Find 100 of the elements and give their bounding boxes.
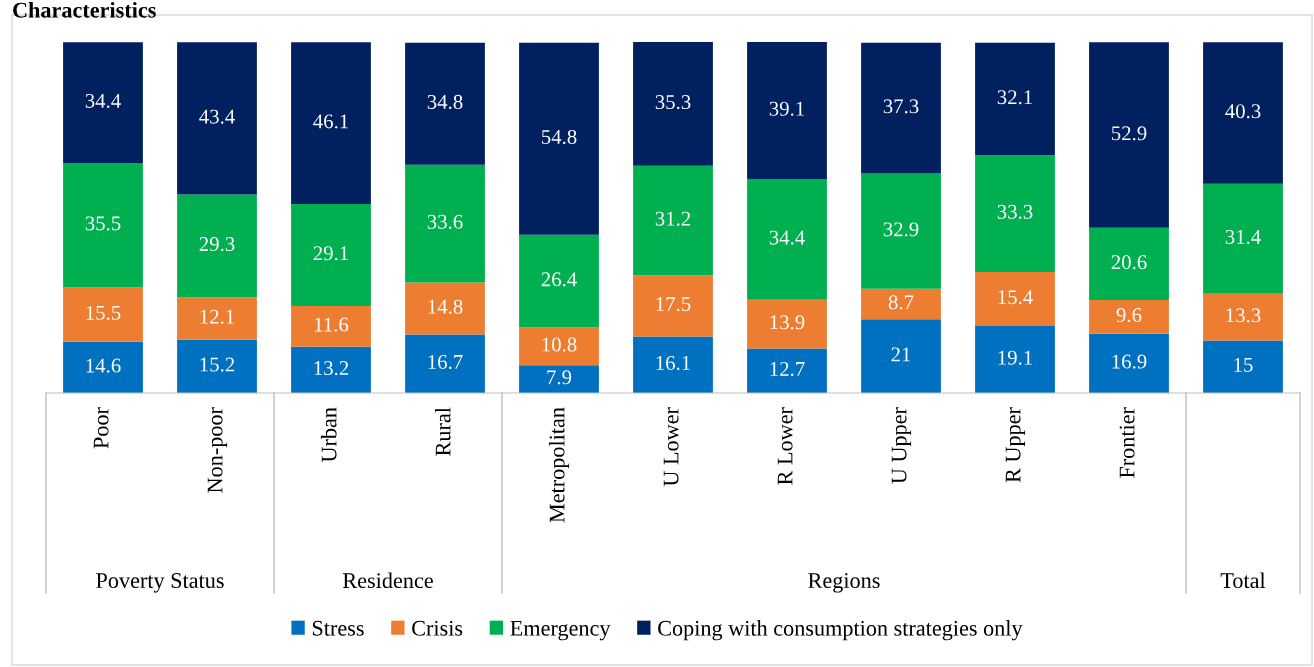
x-tick-label: Poor bbox=[93, 407, 109, 449]
legend-label: Coping with consumption strategies only bbox=[658, 620, 1023, 641]
bar bbox=[747, 348, 827, 393]
bar bbox=[1203, 340, 1283, 393]
data-label: 21 bbox=[891, 347, 911, 362]
chart-title: Characteristics bbox=[13, 2, 156, 18]
bar bbox=[1203, 183, 1283, 294]
bar bbox=[63, 341, 143, 393]
bar bbox=[177, 297, 257, 340]
bar bbox=[1203, 42, 1283, 184]
bar bbox=[975, 272, 1055, 327]
bar bbox=[633, 275, 713, 337]
data-label: 46.1 bbox=[313, 114, 348, 129]
legend-label: Emergency bbox=[510, 620, 611, 641]
bar bbox=[633, 336, 713, 393]
bar bbox=[861, 319, 941, 393]
bar bbox=[861, 288, 941, 320]
x-tick-label: Urban bbox=[320, 407, 337, 463]
x-tick-label: Non-poor bbox=[207, 407, 228, 493]
data-label: 34.8 bbox=[427, 94, 463, 110]
data-label: 15.4 bbox=[998, 290, 1033, 305]
data-label: 16.9 bbox=[1112, 354, 1147, 369]
data-label: 13.2 bbox=[314, 361, 349, 376]
text: Poverty Status bbox=[96, 573, 224, 593]
x-tick-label: R Upper bbox=[1005, 407, 1026, 483]
data-label: 37.3 bbox=[883, 99, 919, 114]
data-label: 39.1 bbox=[769, 101, 804, 116]
bar bbox=[1089, 227, 1169, 301]
data-label: 32.1 bbox=[997, 90, 1032, 105]
bar bbox=[405, 42, 485, 165]
data-label: 29.3 bbox=[199, 237, 235, 252]
bar bbox=[633, 42, 713, 166]
bar bbox=[291, 346, 371, 393]
data-label: 29.1 bbox=[313, 246, 348, 261]
x-tick-label: Metropolitan bbox=[548, 407, 570, 523]
data-label: 19.1 bbox=[998, 350, 1032, 365]
x-tick-label: Frontier bbox=[1119, 407, 1135, 478]
data-label: 35.3 bbox=[655, 95, 691, 110]
data-label: 31.4 bbox=[1225, 229, 1261, 245]
bar bbox=[291, 42, 371, 204]
data-label: 15.5 bbox=[86, 305, 121, 320]
bar bbox=[405, 164, 485, 283]
bar bbox=[633, 165, 713, 276]
data-label: 10.8 bbox=[542, 337, 577, 352]
bar bbox=[975, 155, 1055, 273]
data-label: 26.4 bbox=[541, 272, 577, 287]
data-label: 13.3 bbox=[1226, 308, 1261, 323]
bar bbox=[291, 306, 371, 347]
bar bbox=[747, 179, 827, 300]
bar bbox=[747, 42, 827, 180]
bar bbox=[291, 204, 371, 307]
x-tick-label: U Upper bbox=[891, 407, 912, 484]
bar bbox=[63, 162, 143, 288]
text: Residence bbox=[342, 572, 433, 589]
bar bbox=[177, 194, 257, 298]
data-label: 43.4 bbox=[199, 109, 235, 124]
data-label: 33.3 bbox=[997, 204, 1033, 219]
text: Total bbox=[1220, 572, 1266, 589]
data-label: 14.6 bbox=[86, 358, 121, 373]
bar bbox=[519, 327, 599, 366]
bar bbox=[519, 365, 599, 393]
data-label: 7.9 bbox=[547, 370, 572, 385]
data-label: 15 bbox=[1234, 357, 1253, 372]
data-label: 15.2 bbox=[200, 357, 235, 372]
legend-label: Crisis bbox=[412, 620, 463, 636]
bar bbox=[1203, 293, 1283, 341]
bar bbox=[1089, 42, 1169, 228]
bar bbox=[861, 173, 941, 289]
data-label: 34.4 bbox=[85, 93, 121, 108]
data-label: 16.1 bbox=[656, 355, 690, 371]
bar bbox=[975, 326, 1055, 393]
bar bbox=[1089, 300, 1169, 334]
data-label: 34.4 bbox=[769, 230, 805, 245]
bar bbox=[177, 339, 257, 393]
data-label: 33.6 bbox=[427, 214, 463, 229]
bar bbox=[405, 334, 485, 393]
bar bbox=[747, 299, 827, 349]
data-label: 13.9 bbox=[770, 315, 805, 330]
data-label: 52.9 bbox=[1111, 126, 1147, 141]
data-label: 14.8 bbox=[428, 299, 463, 314]
bar bbox=[861, 42, 941, 174]
data-label: 32.9 bbox=[883, 222, 919, 237]
data-label: 12.7 bbox=[770, 361, 805, 377]
x-tick-label: U Lower bbox=[663, 407, 679, 487]
bar bbox=[975, 42, 1055, 156]
data-label: 31.2 bbox=[655, 211, 691, 226]
bar bbox=[177, 42, 257, 195]
bar bbox=[405, 282, 485, 335]
bar bbox=[519, 234, 599, 328]
text: Regions bbox=[808, 573, 880, 593]
data-label: 9.6 bbox=[1116, 308, 1142, 323]
data-label: 20.6 bbox=[1111, 255, 1147, 270]
data-label: 17.5 bbox=[656, 297, 691, 312]
x-tick-label: Rural bbox=[434, 407, 451, 456]
bar bbox=[63, 42, 143, 163]
bar bbox=[63, 287, 143, 342]
data-label: 16.7 bbox=[428, 354, 463, 370]
bar bbox=[519, 42, 599, 235]
data-label: 12.1 bbox=[200, 309, 234, 324]
bar bbox=[1089, 333, 1169, 393]
